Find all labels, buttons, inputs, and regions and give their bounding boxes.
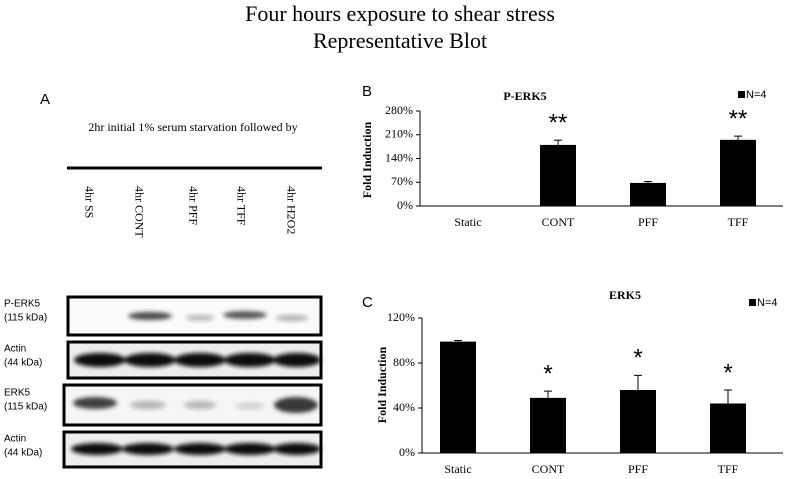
blot-name: Actin [4, 434, 26, 445]
blot-name: P-ERK5 [4, 299, 41, 310]
lane-label: 4hr H2O2 [284, 186, 298, 234]
bar [540, 144, 576, 206]
bar [530, 397, 566, 453]
y-tick-label: 140% [385, 150, 413, 164]
lane-label: 4hr SS [82, 186, 96, 218]
lane-label: 4hr TFF [234, 186, 248, 226]
blot-size: (44 kDa) [4, 448, 42, 459]
legend-swatch [749, 299, 756, 306]
y-tick-label: 70% [391, 174, 413, 188]
significance-mark: ** [549, 110, 568, 137]
y-tick-label: 0% [399, 445, 415, 459]
x-tick-label: CONT [542, 215, 575, 229]
bar [630, 182, 666, 206]
blot-size: (115 kDa) [4, 313, 47, 324]
y-tick-label: 210% [385, 127, 413, 141]
y-axis-label: Fold Induction [360, 121, 374, 198]
blot-caption: 2hr initial 1% serum starvation followed… [88, 120, 297, 134]
x-tick-label: Static [444, 462, 471, 476]
lane-label: 4hr CONT [132, 186, 146, 238]
legend-label: N=4 [757, 297, 778, 309]
chart-title: ERK5 [609, 288, 641, 302]
bar [720, 139, 756, 206]
panel-letter: A [40, 91, 50, 108]
blot-name: Actin [4, 344, 26, 355]
y-axis-label: Fold Induction [375, 346, 389, 423]
x-tick-label: TFF [728, 215, 749, 229]
bar [440, 341, 476, 453]
x-tick-label: Static [454, 215, 481, 229]
significance-mark: * [633, 345, 642, 372]
significance-mark: * [543, 360, 552, 387]
x-tick-label: CONT [532, 462, 565, 476]
bar [620, 390, 656, 453]
significance-mark: ** [729, 105, 748, 132]
bar [710, 403, 746, 453]
y-tick-label: 40% [393, 400, 415, 414]
panel-letter: B [362, 83, 372, 100]
legend-label: N=4 [746, 89, 767, 101]
chart-title: P-ERK5 [503, 89, 546, 103]
blot-name: ERK5 [4, 388, 31, 399]
y-tick-label: 80% [393, 355, 415, 369]
blot-size: (44 kDa) [4, 358, 42, 369]
figure-subtitle: Representative Blot [313, 28, 487, 53]
lane-label: 4hr PFF [186, 186, 200, 225]
figure-title: Four hours exposure to shear stress [245, 1, 555, 26]
legend-swatch [738, 91, 745, 98]
x-tick-label: PFF [628, 462, 648, 476]
blot-images [62, 295, 323, 469]
y-tick-label: 120% [387, 310, 415, 324]
y-tick-label: 0% [397, 198, 413, 212]
x-tick-label: PFF [638, 215, 658, 229]
x-tick-label: TFF [718, 462, 739, 476]
panel-letter: C [362, 294, 373, 311]
blot-size: (115 kDa) [4, 402, 47, 413]
significance-mark: * [723, 359, 732, 386]
y-tick-label: 280% [385, 103, 413, 117]
